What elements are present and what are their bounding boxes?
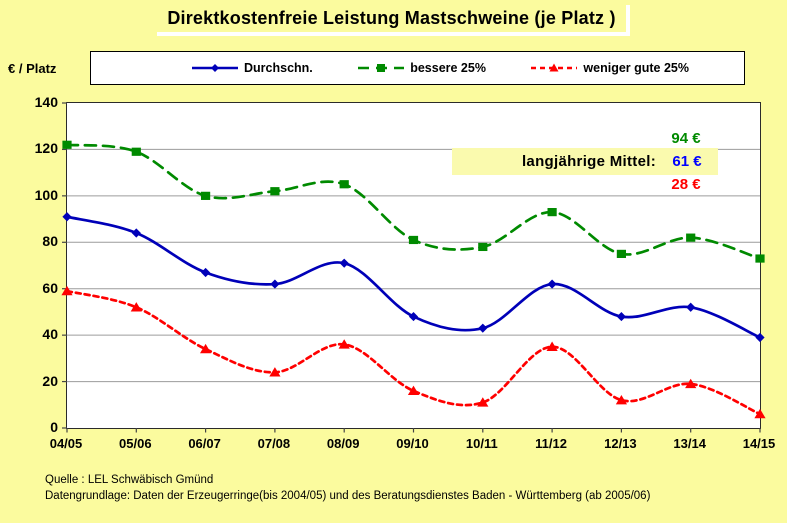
series-2-triangle-marker — [477, 397, 489, 407]
series-1-square-marker — [478, 242, 488, 252]
series-1-square-marker — [408, 235, 419, 245]
series-0-diamond-marker — [201, 267, 211, 278]
series-2-triangle-marker — [754, 408, 766, 419]
x-tick-label: 14/15 — [742, 436, 776, 451]
series-2-triangle-marker — [615, 394, 627, 405]
annotation-mean-average: 61 € — [672, 153, 702, 170]
series-0-diamond-marker — [62, 212, 72, 222]
series-1-square-marker — [131, 147, 141, 156]
legend-item-0: Durchschn. — [191, 61, 313, 75]
series-2-triangle-marker — [130, 302, 142, 312]
series-2-triangle-marker — [61, 285, 73, 296]
series-1-square-marker — [686, 233, 696, 242]
legend-item-2: weniger gute 25% — [530, 61, 689, 75]
annotation-mean-worst25: 28 € — [671, 176, 701, 193]
footer-source-line: Quelle : LEL Schwäbisch Gmünd — [45, 474, 214, 486]
series-1-square-marker — [201, 191, 211, 200]
footer-databasis-line: Datengrundlage: Daten der Erzeugerringe(… — [45, 490, 651, 502]
series-0-diamond-marker — [131, 228, 141, 238]
series-0-diamond-marker — [547, 279, 557, 289]
series-1-square-marker — [547, 208, 557, 217]
legend-label-2: weniger gute 25% — [583, 61, 689, 75]
y-tick-label: 40 — [42, 326, 58, 343]
series-1-square-marker — [755, 254, 765, 263]
y-tick-label: 120 — [34, 140, 58, 157]
x-tick-label: 08/09 — [326, 436, 360, 451]
chart-canvas — [61, 102, 766, 433]
footer: Quelle : LEL Schwäbisch Gmünd Datengrund… — [45, 472, 650, 504]
legend-label-1: bessere 25% — [410, 61, 486, 75]
legend: Durchschn. bessere 25% weniger gute 25% — [90, 51, 745, 85]
y-tick-label: 20 — [42, 372, 58, 389]
annotation-label: langjährige Mittel: — [521, 153, 656, 170]
y-tick-label: 140 — [34, 94, 58, 110]
y-tick-label: 80 — [42, 233, 58, 250]
series-0-diamond-marker — [339, 258, 349, 268]
series-2-triangle-marker — [407, 385, 420, 396]
y-tick-label: 60 — [42, 279, 58, 296]
legend-label-0: Durchschn. — [244, 61, 313, 75]
x-tick-label: 07/08 — [257, 436, 291, 451]
y-tick-label: 0 — [50, 419, 58, 435]
series-1-square-marker — [339, 180, 349, 189]
series-0-diamond-marker — [270, 279, 280, 289]
x-tick-label: 10/11 — [465, 436, 498, 451]
title-wrap: Direktkostenfreie Leistung Mastschweine … — [0, 5, 787, 36]
series-1-square-marker — [62, 140, 72, 149]
series-2-triangle-marker — [200, 343, 212, 354]
x-tick-label: 11/12 — [535, 436, 567, 451]
diamond-line-sample-icon — [192, 64, 238, 72]
x-tick-label: 06/07 — [188, 436, 221, 451]
series-2-triangle-marker — [338, 339, 350, 349]
legend-item-1: bessere 25% — [357, 61, 486, 75]
series-1-square-marker — [616, 249, 626, 258]
series-2-triangle-marker — [269, 367, 281, 377]
square-line-sample-icon — [358, 64, 405, 72]
series-1-square-marker — [270, 187, 280, 196]
y-axis-title: € / Platz — [8, 61, 57, 76]
series-0-diamond-marker — [755, 332, 765, 343]
annotation-box: langjährige Mittel: 61 € — [452, 148, 718, 175]
series-0-diamond-marker — [616, 311, 626, 322]
annotation-mean-best25: 94 € — [671, 130, 701, 147]
x-tick-label: 04/05 — [49, 436, 83, 451]
series-0-diamond-marker — [686, 302, 696, 312]
x-tick-label: 13/14 — [673, 436, 706, 451]
x-tick-label: 09/10 — [396, 436, 429, 451]
x-tick-label: 12/13 — [604, 436, 637, 451]
x-tick-label: 05/06 — [119, 436, 152, 451]
triangle-line-sample-icon — [531, 63, 578, 72]
y-tick-label: 100 — [34, 186, 58, 203]
chart-title: Direktkostenfreie Leistung Mastschweine … — [157, 5, 630, 36]
series-0-diamond-marker — [478, 323, 488, 333]
series-2-triangle-marker — [685, 378, 697, 389]
series-2-triangle-marker — [546, 341, 558, 351]
series-line-weniger-gute-25- — [65, 289, 762, 416]
